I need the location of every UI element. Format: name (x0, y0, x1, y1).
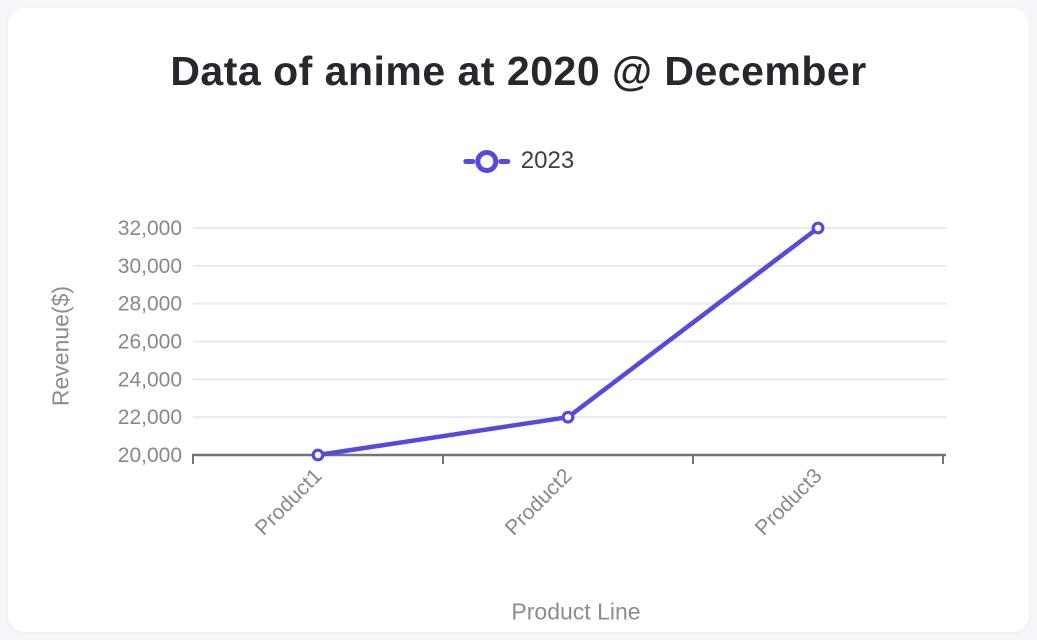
legend-line-marker-icon (462, 149, 510, 173)
legend-item-2023[interactable]: 2023 (462, 147, 575, 175)
legend-marker-right-segment (497, 158, 510, 164)
chart-card: Data of anime at 2020 @ December 2023 Re… (8, 8, 1029, 632)
legend-label: 2023 (520, 147, 575, 174)
y-axis-tick-label: 32,000 (118, 217, 182, 240)
x-axis-category-label: Product1 (251, 464, 327, 540)
data-point-marker[interactable] (311, 448, 325, 462)
y-axis-tick-label: 22,000 (118, 406, 182, 429)
legend-marker-left-segment (462, 158, 475, 164)
x-axis-category-label: Product3 (751, 464, 827, 540)
data-point-marker[interactable] (811, 221, 825, 235)
y-axis-tick-label: 26,000 (118, 331, 182, 354)
x-axis-title: Product Line (511, 598, 641, 625)
y-axis-tick-label: 28,000 (118, 293, 182, 316)
y-axis-tick-label: 30,000 (118, 255, 182, 278)
y-axis-tick-label: 20,000 (118, 444, 182, 467)
legend-marker-ring (474, 149, 498, 173)
x-axis-category-label: Product2 (501, 464, 577, 540)
data-point-marker[interactable] (561, 410, 575, 424)
chart-title: Data of anime at 2020 @ December (170, 48, 867, 94)
y-axis-tick-label: 24,000 (118, 368, 182, 391)
